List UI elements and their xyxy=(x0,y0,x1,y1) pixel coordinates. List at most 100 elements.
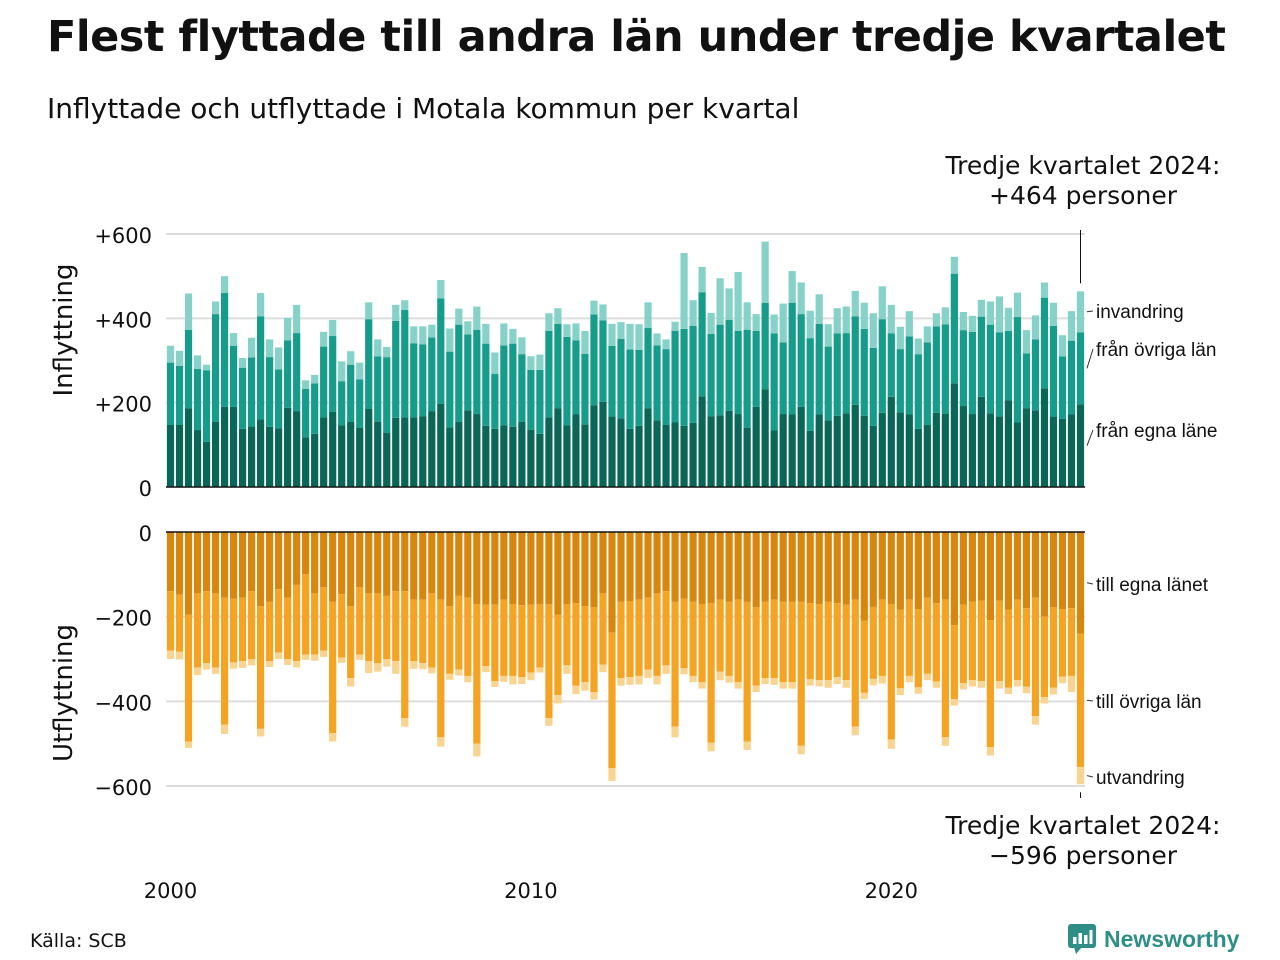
outflow-bar xyxy=(716,671,724,681)
inflow-bar xyxy=(806,310,814,339)
outflow-bar xyxy=(536,603,544,668)
outflow-bar xyxy=(698,532,706,604)
outflow-bar xyxy=(860,692,868,700)
outflow-bar xyxy=(1067,608,1076,676)
inflow-bar xyxy=(617,322,625,339)
inflow-bar xyxy=(1067,311,1076,341)
inflow-bar xyxy=(779,303,787,343)
inflow-label-leader xyxy=(1086,348,1094,369)
outflow-bar xyxy=(220,724,229,734)
outflow-bar xyxy=(166,532,175,592)
inflow-bar xyxy=(1067,340,1076,415)
outflow-bar xyxy=(617,601,625,679)
inflow-bar xyxy=(229,406,238,487)
outflow-bar xyxy=(184,614,193,742)
outflow-bar xyxy=(401,532,409,592)
outflow-bar xyxy=(851,599,859,727)
inflow-bar xyxy=(356,379,364,428)
outflow-bar xyxy=(563,532,571,604)
outflow-bar xyxy=(752,532,760,608)
outflow-bar xyxy=(392,532,400,592)
inflow-bar xyxy=(211,314,220,422)
inflow-bar xyxy=(500,345,508,426)
chart-title: Flest flyttade till andra län under tred… xyxy=(47,12,1226,62)
outflow-bar xyxy=(356,587,364,655)
outflow-bar xyxy=(545,718,553,726)
outflow-bar xyxy=(761,678,769,684)
outflow-bar xyxy=(869,678,877,686)
outflow-bar xyxy=(275,532,283,590)
inflow-bar xyxy=(238,367,247,429)
inflow-bar xyxy=(743,427,751,487)
inflow-bar xyxy=(689,325,697,423)
outflow-bar xyxy=(689,532,697,602)
inflow-bar xyxy=(986,413,994,487)
outflow-bar xyxy=(545,532,553,604)
outflow-bar xyxy=(193,532,202,594)
outflow-bar xyxy=(446,532,454,607)
outflow-series-label: utvandring xyxy=(1096,768,1185,789)
inflow-bar xyxy=(509,426,517,487)
inflow-bar xyxy=(725,320,733,411)
inflow-bar xyxy=(761,241,769,303)
inflow-bar xyxy=(950,256,958,274)
inflow-bar xyxy=(1013,422,1022,487)
outflow-bar xyxy=(1049,687,1058,695)
outflow-bar xyxy=(428,593,436,668)
inflow-bar xyxy=(365,302,373,320)
inflow-bar xyxy=(311,383,319,434)
inflow-axis-title: Inflyttning xyxy=(49,264,79,397)
outflow-bar xyxy=(257,532,265,607)
inflow-bar xyxy=(770,333,778,431)
inflow-bar xyxy=(184,408,193,487)
inflow-bar xyxy=(410,326,418,344)
outflow-bar xyxy=(1013,599,1022,681)
outflow-bar xyxy=(275,652,283,659)
inflow-bar xyxy=(644,328,652,409)
newsworthy-logo-icon xyxy=(1068,924,1096,954)
outflow-bar xyxy=(1049,607,1058,688)
outflow-bar xyxy=(329,601,337,734)
outflow-bar xyxy=(437,599,445,738)
outflow-bar xyxy=(743,601,751,742)
outflow-bar xyxy=(166,650,175,659)
outflow-bar xyxy=(905,532,913,600)
inflow-bar xyxy=(824,346,832,421)
outflow-bar xyxy=(238,661,247,668)
inflow-bar xyxy=(491,428,499,487)
outflow-bar xyxy=(175,651,184,660)
outflow-bar xyxy=(1031,597,1040,717)
inflow-bar xyxy=(725,288,733,321)
inflow-bar xyxy=(536,433,544,487)
inflow-bar xyxy=(220,406,229,487)
inflow-bar xyxy=(932,412,940,487)
inflow-bar xyxy=(383,357,391,434)
outflow-bar xyxy=(365,593,373,662)
inflow-bar xyxy=(410,343,418,418)
outflow-bar xyxy=(455,595,463,670)
outflow-bar xyxy=(788,601,796,683)
outflow-bar xyxy=(914,609,922,688)
outflow-bar xyxy=(482,532,490,605)
outflow-bar xyxy=(788,532,796,602)
inflow-bar xyxy=(995,332,1004,417)
inflow-bar xyxy=(932,326,940,413)
outflow-bar xyxy=(941,737,949,746)
outflow-bar xyxy=(932,603,940,682)
inflow-bar xyxy=(653,420,661,487)
outflow-bar xyxy=(572,532,580,604)
outflow-bar xyxy=(220,532,229,598)
outflow-bar xyxy=(184,741,193,748)
inflow-bar xyxy=(257,293,265,317)
inflow-bar xyxy=(545,330,553,418)
outflow-bar xyxy=(211,532,220,594)
outflow-bar xyxy=(211,667,220,674)
inflow-bar xyxy=(743,329,751,428)
inflow-bar xyxy=(220,276,229,294)
outflow-bar xyxy=(410,661,418,669)
outflow-bar xyxy=(599,532,607,594)
inflow-bar xyxy=(923,326,931,343)
inflow-bar xyxy=(383,347,391,358)
outflow-bar xyxy=(238,597,247,662)
outflow-bar xyxy=(608,532,616,633)
